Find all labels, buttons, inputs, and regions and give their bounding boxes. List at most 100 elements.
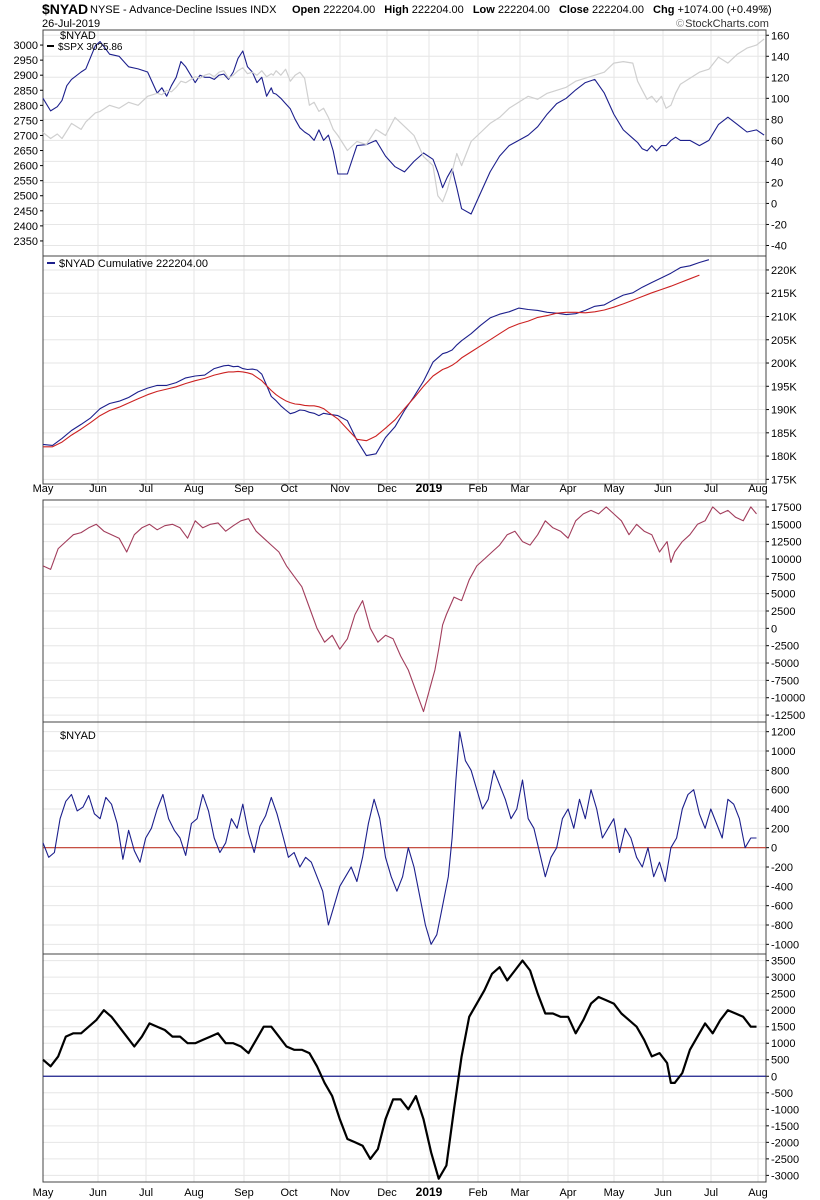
right-axis-label: 5000 (771, 589, 795, 601)
month-label: Jun (654, 1187, 672, 1199)
month-label: Jun (89, 1187, 107, 1199)
right-axis-label: 3000 (771, 972, 795, 984)
right-axis-label: 175K (771, 474, 797, 486)
right-axis-label: 220K (771, 265, 797, 277)
right-axis-label: 1000 (771, 1038, 795, 1050)
month-label: Oct (280, 1187, 297, 1199)
left-axis-label: 2600 (14, 161, 38, 173)
right-axis-label: 12500 (771, 537, 802, 549)
open-value: 222204.00 (323, 4, 376, 16)
month-label: Nov (330, 1187, 350, 1199)
stockcharts-logo-icon: © (676, 18, 685, 30)
p5-frame (42, 953, 767, 1183)
chart-date: 26-Jul-2019 (42, 18, 101, 30)
left-axis-label: 2750 (14, 115, 38, 127)
right-axis-label: -7500 (771, 675, 799, 687)
month-label: Jul (704, 483, 718, 495)
legend-spx: $SPX 3025.86 (58, 42, 123, 53)
month-label: Aug (748, 483, 768, 495)
left-axis-label: 2950 (14, 55, 38, 67)
right-axis-label: -400 (771, 881, 793, 893)
month-label: Aug (184, 1187, 204, 1199)
high-value: 222204.00 (411, 4, 464, 16)
right-axis-label: 160 (771, 30, 789, 42)
chg-label: Chg (653, 4, 675, 16)
right-axis-label: 205K (771, 335, 797, 347)
chg-value: +1074.00 (+0.49%) (677, 4, 772, 16)
right-axis-label: -10000 (771, 693, 805, 705)
right-axis-label: -800 (771, 920, 793, 932)
legend-nyad-daily: $NYAD (60, 730, 96, 742)
right-axis-label: 400 (771, 804, 789, 816)
left-axis-label: 2500 (14, 191, 38, 203)
month-label: Dec (377, 483, 397, 495)
month-label: May (604, 1187, 625, 1199)
right-axis-label: 7500 (771, 571, 795, 583)
close-value: 222204.00 (591, 4, 644, 16)
month-label: May (604, 483, 625, 495)
low-label: Low (472, 4, 495, 16)
month-label: May (33, 483, 54, 495)
chart-description: NYSE - Advance-Decline Issues INDX (90, 4, 277, 16)
right-axis-label: 0 (771, 198, 777, 210)
p1-frame (42, 29, 767, 257)
left-axis-label: 2350 (14, 236, 38, 248)
month-label: Feb (469, 1187, 488, 1199)
month-label: Jun (654, 483, 672, 495)
month-label: Dec (377, 1187, 397, 1199)
right-axis-label: -1000 (771, 1104, 799, 1116)
close-label: Close (558, 4, 589, 16)
right-axis-label: 2500 (771, 989, 795, 1001)
right-axis-label: 80 (771, 114, 783, 126)
right-axis-label: 1200 (771, 727, 795, 739)
right-axis-label: 15000 (771, 519, 802, 531)
right-axis-label: 3500 (771, 956, 795, 968)
open-label: Open (292, 4, 321, 16)
left-axis-label: 3000 (14, 40, 38, 52)
right-axis-label: 60 (771, 135, 783, 147)
month-label: Feb (469, 483, 488, 495)
right-axis-label: -200 (771, 862, 793, 874)
p5-series-smoothed (42, 959, 757, 1180)
p2-frame (42, 255, 767, 485)
month-label: Jul (139, 1187, 153, 1199)
left-axis-label: 2850 (14, 85, 38, 97)
right-axis-label: 0 (771, 843, 777, 855)
month-label: Sep (234, 1187, 254, 1199)
month-label: Mar (511, 483, 530, 495)
month-label: Apr (559, 483, 576, 495)
p3-grid (42, 500, 769, 722)
low-value: 222204.00 (497, 4, 550, 16)
p1-grid (42, 30, 769, 256)
caret-down-icon[interactable]: ▽ (760, 4, 768, 15)
right-axis-label: 0 (771, 623, 777, 635)
p3-series-oscillator (42, 506, 757, 713)
right-axis-label: 120 (771, 72, 789, 84)
right-axis-label: -12500 (771, 710, 805, 722)
right-axis-label: 500 (771, 1055, 789, 1067)
right-axis-label: 40 (771, 156, 783, 168)
right-axis-label: -1500 (771, 1121, 799, 1133)
month-label: Mar (511, 1187, 530, 1199)
left-axis-label: 2900 (14, 70, 38, 82)
right-axis-label: -500 (771, 1088, 793, 1100)
right-axis-label: 1000 (771, 746, 795, 758)
right-axis-label: 200 (771, 823, 789, 835)
month-label: May (33, 1187, 54, 1199)
right-axis-label: 140 (771, 51, 789, 63)
left-axis-label: 2550 (14, 176, 38, 188)
right-axis-label: -1000 (771, 939, 799, 951)
legend-nyad: $NYAD (60, 30, 96, 42)
right-axis-label: 100 (771, 93, 789, 105)
right-axis-label: 200K (771, 358, 797, 370)
right-axis-label: 0 (771, 1071, 777, 1083)
right-axis-label: 10000 (771, 554, 802, 566)
month-label: Jun (89, 483, 107, 495)
right-axis-label: -2500 (771, 1154, 799, 1166)
right-axis-label: 185K (771, 428, 797, 440)
p4-grid (42, 722, 769, 954)
right-axis-label: 800 (771, 765, 789, 777)
legend-cumulative: $NYAD Cumulative 222204.00 (59, 258, 208, 270)
left-axis-label: 2800 (14, 100, 38, 112)
